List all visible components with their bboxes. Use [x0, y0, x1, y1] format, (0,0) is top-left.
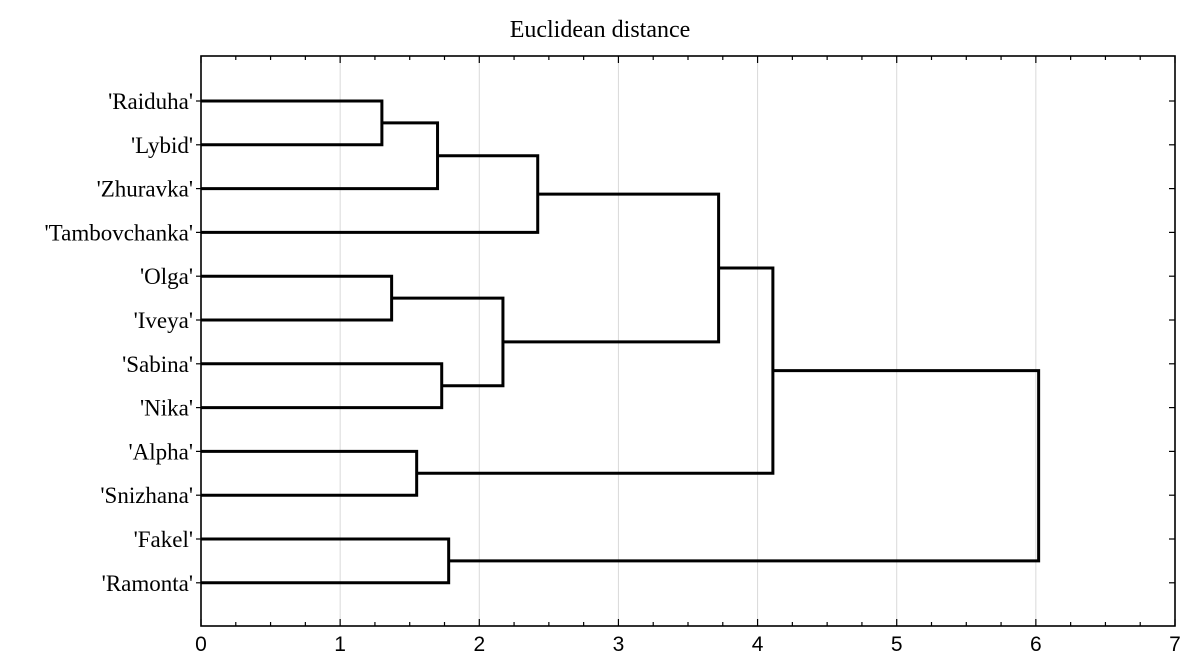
dendrogram-link	[416, 266, 775, 475]
x-tick-label: 3	[613, 633, 625, 656]
dendrogram-link	[201, 121, 440, 191]
leaf-label: 'Lybid'	[131, 133, 193, 158]
dendrogram-link	[201, 154, 540, 234]
leaf-label: 'Alpha'	[129, 439, 194, 464]
leaf-label: 'Zhuravka'	[97, 177, 193, 202]
dendrogram-link	[201, 99, 384, 147]
leaf-label: 'Snizhana'	[100, 483, 193, 508]
leaf-label: 'Sabina'	[122, 352, 193, 377]
leaf-label: 'Fakel'	[134, 527, 193, 552]
dendrogram-link	[201, 537, 451, 585]
x-tick-label: 1	[334, 633, 346, 656]
x-tick-label: 4	[752, 633, 764, 656]
dendrogram-links	[201, 99, 1041, 585]
leaf-label: 'Iveya'	[134, 308, 193, 333]
dendrogram-link	[201, 274, 394, 322]
x-tick-label: 0	[195, 633, 207, 656]
leaf-label: 'Tambovchanka'	[45, 220, 193, 245]
chart-title: Euclidean distance	[510, 17, 691, 43]
x-tick-label: 5	[891, 633, 903, 656]
dendrogram-link	[201, 449, 419, 497]
leaf-label: 'Raiduha'	[108, 89, 193, 114]
leaf-label: 'Nika'	[140, 396, 193, 421]
dendrogram-link	[201, 362, 444, 410]
leaf-label: 'Ramonta'	[102, 571, 193, 596]
dendrogram-link	[391, 296, 505, 388]
x-tick-label: 7	[1169, 633, 1181, 656]
x-tick-labels: 0 1 2 3 4 5 6 7	[195, 633, 1181, 656]
leaf-labels: 'Raiduha' 'Lybid' 'Zhuravka' 'Tambovchanka'…	[45, 89, 193, 596]
x-tick-label: 6	[1030, 633, 1042, 656]
dendrogram-link	[448, 369, 1041, 563]
dendrogram-link	[502, 192, 721, 344]
x-tick-label: 2	[473, 633, 485, 656]
axis-ticks	[196, 56, 1176, 626]
leaf-label: 'Olga'	[140, 264, 193, 289]
